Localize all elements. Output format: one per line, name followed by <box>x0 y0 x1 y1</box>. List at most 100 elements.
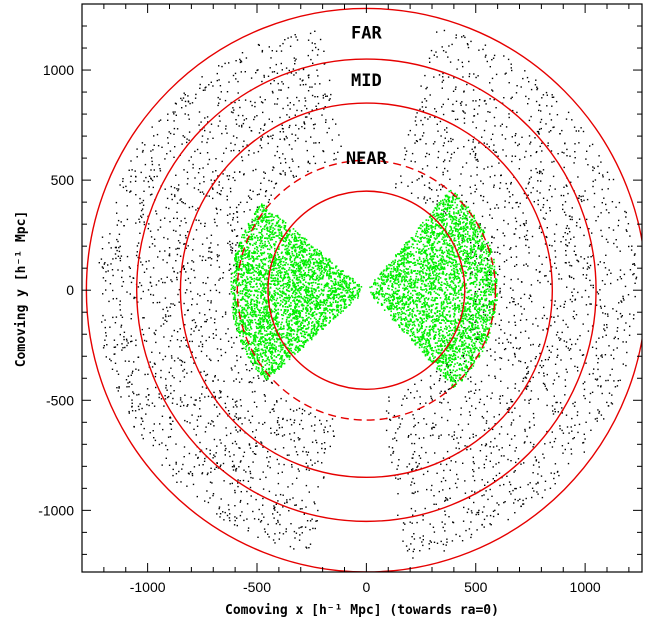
black-point <box>551 345 554 347</box>
green-point <box>294 315 297 318</box>
black-point <box>575 314 578 316</box>
black-point <box>619 312 622 315</box>
green-point <box>336 293 339 296</box>
black-point <box>536 130 539 133</box>
black-point <box>393 414 396 417</box>
black-point <box>616 279 619 281</box>
black-point <box>271 120 273 123</box>
black-point <box>152 302 154 304</box>
black-point <box>449 371 452 374</box>
black-point <box>268 46 270 48</box>
black-point <box>490 397 492 400</box>
black-point <box>133 296 135 299</box>
green-point <box>288 334 291 337</box>
black-point <box>560 338 562 340</box>
black-point <box>323 63 325 65</box>
black-point <box>595 347 598 350</box>
black-point <box>276 401 278 403</box>
black-point <box>191 473 194 475</box>
black-point <box>278 424 280 426</box>
black-point <box>511 411 513 414</box>
black-point <box>239 61 242 64</box>
black-point <box>490 138 492 141</box>
black-point <box>600 414 603 416</box>
black-point <box>235 429 237 431</box>
black-point <box>204 396 206 398</box>
black-point <box>122 186 125 189</box>
black-point <box>121 285 123 287</box>
black-point <box>153 362 156 364</box>
black-point <box>217 379 219 381</box>
black-point <box>523 308 525 310</box>
black-point <box>267 523 269 526</box>
black-point <box>268 461 270 463</box>
black-point <box>330 93 332 96</box>
black-point <box>390 454 392 456</box>
green-point <box>317 266 320 268</box>
black-point <box>515 133 517 135</box>
green-point <box>241 292 243 295</box>
green-point <box>254 243 257 245</box>
black-point <box>177 189 179 192</box>
green-point <box>298 248 301 250</box>
black-point <box>217 244 219 246</box>
black-point <box>122 180 124 183</box>
black-point <box>231 250 233 252</box>
black-point <box>444 159 446 161</box>
green-point <box>250 281 253 283</box>
black-point <box>595 304 598 306</box>
green-point <box>254 332 256 334</box>
green-point <box>264 278 266 281</box>
black-point <box>118 246 120 249</box>
black-point <box>301 126 303 128</box>
green-point <box>298 268 301 271</box>
black-point <box>425 143 427 145</box>
black-point <box>201 141 203 143</box>
black-point <box>573 126 576 128</box>
black-point <box>601 392 603 395</box>
black-point <box>600 355 602 357</box>
black-point <box>206 355 208 357</box>
black-point <box>265 190 268 192</box>
black-point <box>498 265 501 268</box>
black-point <box>289 498 291 501</box>
black-point <box>212 137 214 139</box>
green-point <box>288 252 291 254</box>
black-point <box>621 315 623 317</box>
green-point <box>280 231 283 233</box>
green-point <box>331 262 333 264</box>
black-point <box>564 385 567 387</box>
black-point <box>247 410 249 412</box>
black-point <box>175 463 177 465</box>
black-point <box>611 201 614 203</box>
black-point <box>518 348 520 350</box>
black-point <box>268 118 270 120</box>
black-point <box>543 306 545 309</box>
black-point <box>547 142 549 144</box>
black-point <box>451 43 453 46</box>
green-point <box>247 281 250 284</box>
black-point <box>183 169 185 171</box>
green-point <box>247 246 249 249</box>
black-point <box>440 135 442 137</box>
black-point <box>485 120 487 122</box>
black-point <box>552 410 554 412</box>
black-point <box>141 434 143 436</box>
green-point <box>306 338 308 341</box>
black-point <box>504 73 506 75</box>
black-point <box>473 479 476 482</box>
black-point <box>524 441 526 443</box>
black-point <box>596 420 598 422</box>
black-point <box>509 334 512 336</box>
black-point <box>518 237 521 239</box>
black-point <box>600 386 602 388</box>
black-point <box>162 428 164 431</box>
black-point <box>411 181 413 183</box>
black-point <box>507 223 509 225</box>
black-point <box>281 124 283 126</box>
green-point <box>253 280 255 282</box>
black-point <box>293 440 295 442</box>
black-point <box>461 61 463 64</box>
green-point <box>284 351 287 354</box>
black-point <box>195 229 198 231</box>
